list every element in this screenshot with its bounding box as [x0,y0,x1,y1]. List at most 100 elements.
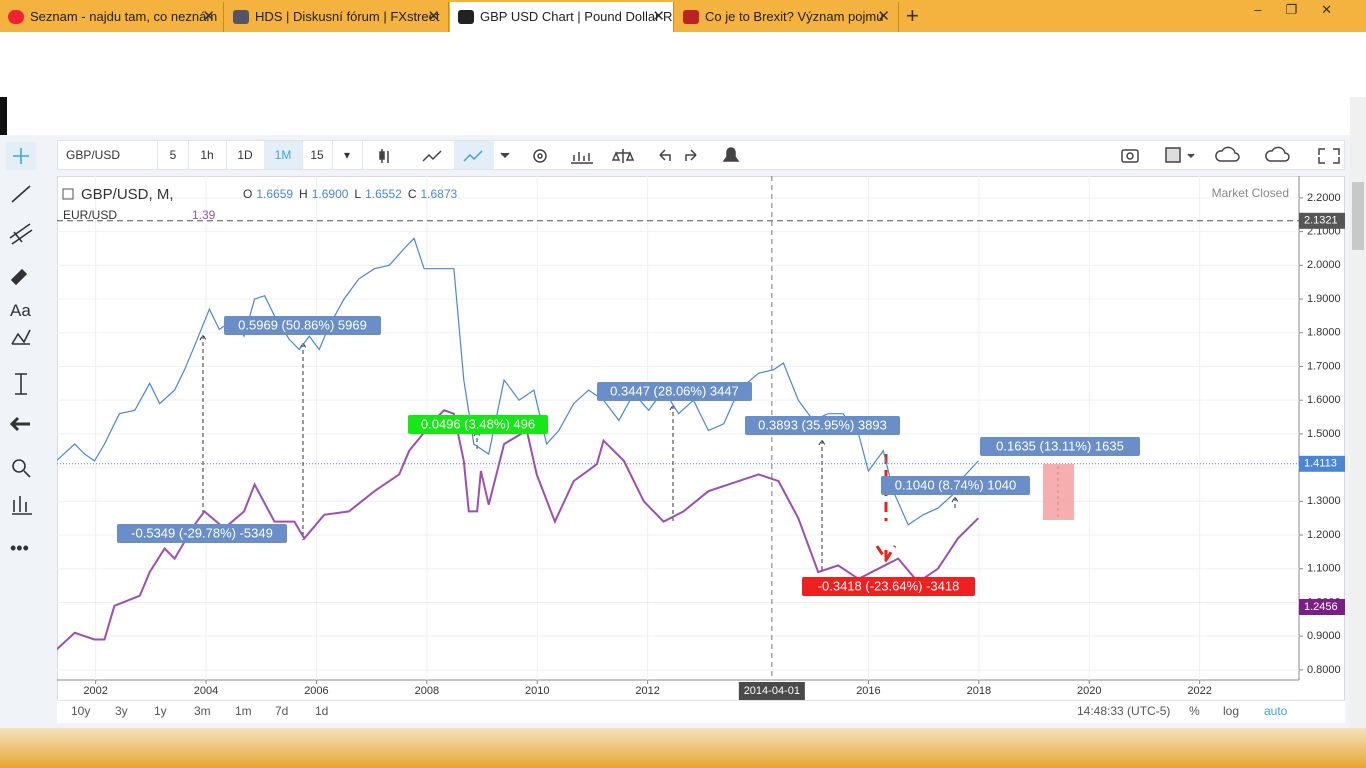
crosshair-label: 2014-04-01 [744,685,800,697]
tab[interactable]: Co je to Brexit? Význam pojmu ✕ [675,2,899,32]
range-button[interactable]: 1m [235,704,252,718]
symbol-input[interactable]: GBP/USD [58,141,158,169]
bottom-toolbar: 10y 3y 1y 3m 1m 7d 1d 14:48:33 (UTC-5)% log auto [57,700,1345,723]
new-tab-button[interactable]: + [906,3,919,28]
y-tick-label: 1.7000 [1307,360,1341,372]
scale-button[interactable]: auto [1264,704,1288,718]
window-controls[interactable]: –❐✕ [1254,2,1356,17]
measure-arrow [818,439,826,570]
dropdown[interactable]: ▾ [332,141,363,169]
interval-button[interactable]: 5 [158,141,189,169]
chart: 0.80000.90001.00001.10001.20001.30001.40… [57,176,1345,700]
price-label-bg [1299,212,1345,229]
overlay-symbol: EUR/USD [63,208,117,222]
price-label: 1.4113 [1304,458,1337,470]
toolbar-icons [379,141,1340,169]
measure-label: 0.0496 (3.48%) 496 [421,416,535,431]
ohlc-value: 1.6873 [420,187,457,201]
scroll-thumb[interactable] [1352,182,1364,250]
ohlc-value: 1.6900 [312,187,349,201]
measure-label: 0.3893 (35.95%) 3893 [758,417,887,432]
x-tick-label: 2010 [525,685,549,697]
legend-box [62,188,74,200]
range-button[interactable]: 7d [275,704,289,718]
y-tick-label: 1.6000 [1307,394,1341,406]
measure-label: 0.5969 (50.86%) 5969 [238,317,367,332]
overlay-value: 1.39 [192,208,216,222]
ohlc-label: C [408,187,417,201]
overlay-price-label-bg [1299,599,1345,615]
red-marker [875,454,897,563]
y-tick-label: 0.8000 [1307,664,1341,676]
ohlc-label: L [354,187,361,201]
x-tick-label: 2006 [304,685,328,697]
measure-label-bg [802,577,975,596]
tab-title: Co je to Brexit? Význam pojmu [705,9,884,24]
range-button[interactable]: 1d [315,704,329,718]
measure-label-bg [881,476,1030,495]
tab-title: GBP USD Chart | Pound Dollar R [480,9,673,24]
dark-strip [0,97,7,135]
measure-label-bg [745,416,900,435]
clock[interactable]: 14:48:33 (UTC-5) [1077,704,1171,718]
measure-label-bg [117,524,287,543]
measure-label: -0.5349 (-29.78%) -5349 [131,525,273,540]
measure-label-bg [224,316,381,335]
measure-label-bg [408,415,548,434]
ohlc-label: O [243,187,252,201]
y-tick-label: 1.2000 [1307,529,1341,541]
tab[interactable]: HDS | Diskusní fórum | FXstreet ✕ [225,2,449,32]
measure-label: 0.1635 (13.11%) 1635 [996,438,1124,453]
y-tick-label: 1.8000 [1307,327,1341,339]
y-tick-label: 0.9000 [1307,630,1341,642]
measure-arrow [299,342,307,540]
tab[interactable]: Seznam - najdu tam, co neznám ✕ [0,2,224,32]
series-line [57,237,979,526]
scale-button[interactable]: % [1189,704,1200,718]
interval-button[interactable]: 1h [188,141,227,169]
interval-button[interactable]: 1M [264,141,303,169]
x-tick-label: 2020 [1077,685,1101,697]
x-tick-label: 2008 [415,685,439,697]
drawing-toolbar: Aa ••• [6,142,36,558]
range-button[interactable]: 1y [154,704,167,718]
scale-button[interactable]: log [1223,704,1240,718]
y-tick-label: 1.5000 [1307,428,1341,440]
measure-label: 0.1040 (8.74%) 1040 [895,477,1016,492]
ohlc-value: 1.6552 [365,187,402,201]
text-tool[interactable]: Aa [10,301,31,320]
price-label: 2.1321 [1304,215,1338,227]
overlay-price-label: 1.2456 [1304,601,1338,613]
x-tick-label: 2012 [635,685,659,697]
crosshair-label-bg [738,682,805,700]
legend-ohlc: O 1.6659 H 1.6900 L 1.6552 C 1.6873 [243,187,458,201]
legend-symbol: GBP/USD, M, [81,186,174,203]
y-tick-label: 1.3000 [1307,495,1341,507]
scrollbar[interactable] [1350,97,1366,728]
tab-bar: Seznam - najdu tam, co neznám ✕ HDS | Dis… [0,0,1366,32]
interval-button[interactable]: 15 [302,141,333,169]
measure-label-bg [980,437,1140,456]
measure-label-bg [597,382,752,401]
ohlc-value: 1.6659 [256,187,293,201]
price-label-bg [1299,455,1345,472]
range-button[interactable]: 3m [194,704,211,718]
measure-arrow [199,334,207,515]
tab-title: HDS | Diskusní fórum | FXstreet [255,9,440,24]
measure-arrow [951,496,959,510]
y-tick-label: 2.0000 [1307,259,1341,271]
market-status: Market Closed [1212,186,1289,200]
y-tick-label: 1.9000 [1307,293,1341,305]
x-tick-label: 2016 [856,685,880,697]
y-tick-label: 2.2000 [1307,192,1341,204]
ohlc-label: H [299,187,308,201]
range-button[interactable]: 10y [71,704,91,718]
x-tick-label: 2002 [83,685,107,697]
range-button[interactable]: 3y [115,704,128,718]
tab[interactable]: GBP USD Chart | Pound Dollar R ✕ [450,2,674,32]
taskbar-strip [0,728,1366,768]
measure-label: 0.3447 (28.06%) 3447 [610,383,739,398]
interval-button[interactable]: 1D [226,141,265,169]
more-tools[interactable]: ••• [10,538,29,558]
